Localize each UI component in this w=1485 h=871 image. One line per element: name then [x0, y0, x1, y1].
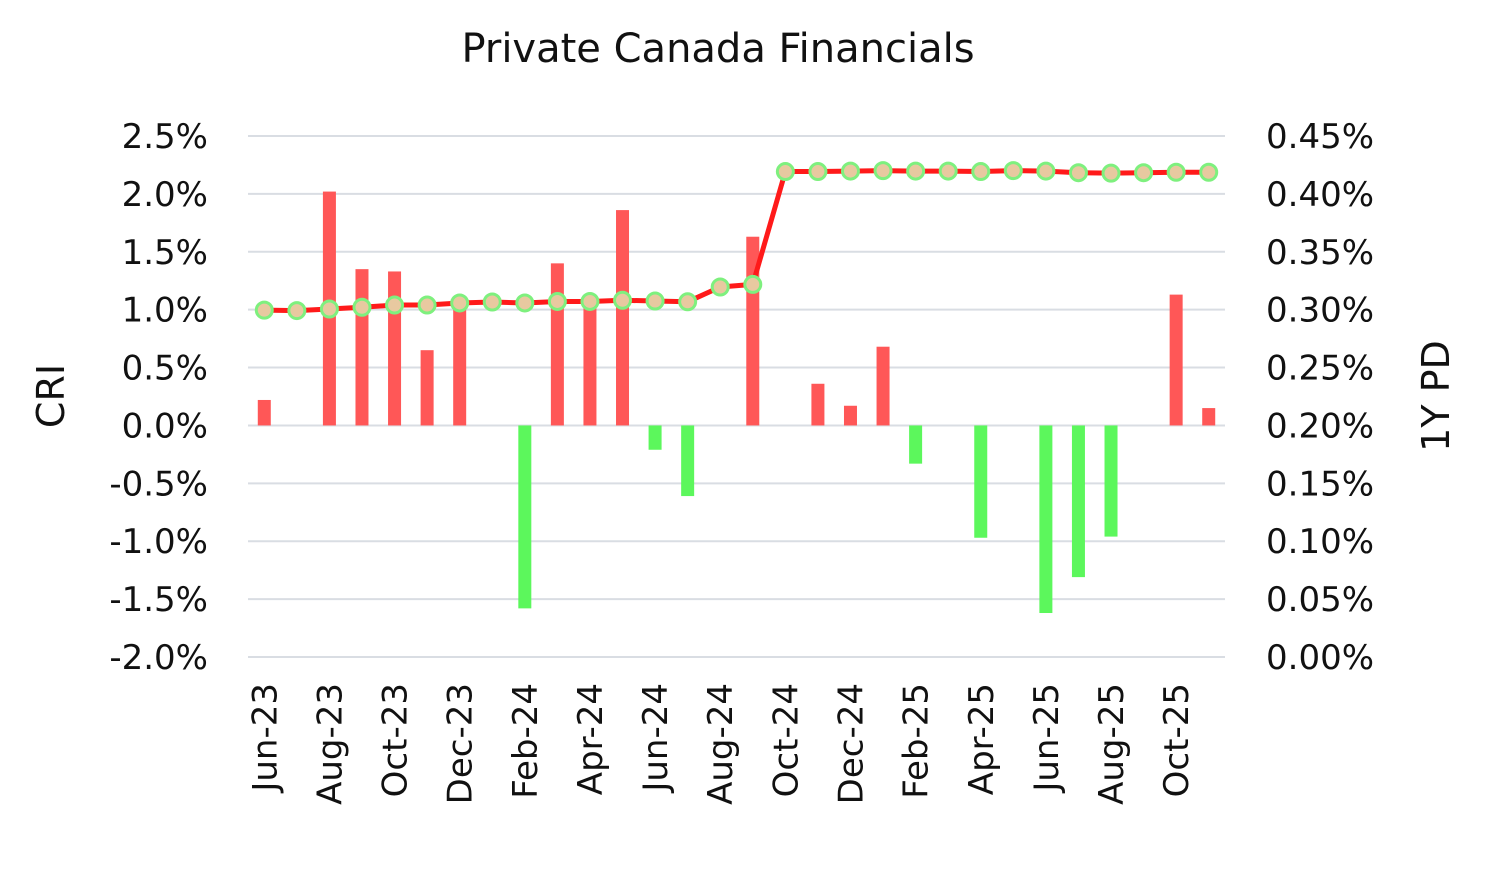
x-tick-label: Apr-25: [962, 683, 1002, 795]
y2-tick-label: 0.40%: [1266, 175, 1374, 215]
pd-point: [385, 295, 405, 315]
x-tick-label: Dec-23: [441, 683, 481, 804]
y-tick-label: 0.0%: [122, 406, 208, 446]
x-tick-label: Jun-25: [1027, 683, 1067, 794]
cri-bar: [1104, 425, 1118, 537]
pd-point: [938, 161, 958, 181]
pd-point: [1003, 161, 1023, 181]
x-tick-label: Oct-23: [376, 683, 416, 797]
cri-bar: [843, 405, 857, 426]
y-tick-label: 2.0%: [122, 175, 208, 215]
cri-bar: [453, 301, 467, 426]
y-tick-label: -1.0%: [109, 522, 208, 562]
cri-bar: [583, 301, 597, 426]
cri-bar: [811, 383, 825, 426]
x-axis-ticks: Jun-23 Aug-23 Oct-23 Dec-23 Feb-24 Apr-24 Jun-…: [245, 683, 1197, 805]
cri-bars: [257, 191, 1216, 614]
pd-point: [352, 297, 372, 317]
y2-tick-label: 0.30%: [1266, 291, 1374, 331]
pd-point: [743, 274, 763, 294]
x-tick-label: Oct-25: [1157, 683, 1197, 797]
chart-title: Private Canada Financials: [461, 26, 974, 72]
pd-point: [710, 277, 730, 297]
cri-bar: [909, 425, 923, 464]
x-tick-label: Jun-24: [636, 683, 676, 794]
pd-point: [450, 293, 470, 313]
pd-point: [1166, 162, 1186, 182]
pd-point: [808, 162, 828, 182]
y-axis-title: CRI: [29, 364, 73, 428]
cri-bar: [1071, 425, 1085, 578]
pd-point: [319, 299, 339, 319]
x-tick-label: Feb-24: [506, 683, 546, 799]
y2-tick-label: 0.25%: [1266, 349, 1374, 389]
gridlines: [248, 135, 1225, 658]
cri-bar: [876, 346, 890, 426]
pd-point: [971, 162, 991, 182]
cri-bar: [355, 269, 369, 426]
x-tick-label: Dec-24: [831, 683, 871, 804]
x-tick-label: Oct-24: [766, 683, 806, 797]
cri-bar: [1169, 294, 1183, 426]
y2-tick-label: 0.20%: [1266, 406, 1374, 446]
pd-point: [678, 292, 698, 312]
pd-point: [906, 161, 926, 181]
pd-point: [613, 290, 633, 310]
x-tick-label: Aug-24: [701, 683, 741, 805]
x-tick-label: Apr-24: [571, 683, 611, 795]
y2-tick-label: 0.00%: [1266, 638, 1374, 678]
pd-line-series: [254, 161, 1219, 321]
y-tick-label: -1.5%: [109, 580, 208, 620]
pd-point: [515, 293, 535, 313]
pd-point: [287, 301, 307, 321]
pd-point: [1068, 163, 1088, 183]
pd-point: [1101, 163, 1121, 183]
x-tick-label: Feb-25: [897, 683, 937, 799]
x-tick-label: Jun-23: [245, 683, 285, 794]
y2-tick-label: 0.10%: [1266, 522, 1374, 562]
cri-bar: [681, 425, 695, 497]
x-tick-label: Aug-25: [1092, 683, 1132, 805]
y2-tick-label: 0.15%: [1266, 464, 1374, 504]
pd-line: [264, 168, 1209, 314]
cri-bar: [1039, 425, 1053, 614]
y-tick-label: -2.0%: [109, 638, 208, 678]
cri-bar: [648, 425, 662, 450]
pd-point: [1036, 161, 1056, 181]
cri-bar: [420, 350, 434, 426]
cri-bar: [974, 425, 988, 538]
cri-bar: [1202, 408, 1216, 426]
y-tick-label: -0.5%: [109, 464, 208, 504]
pd-point: [482, 292, 502, 312]
pd-point: [1199, 162, 1219, 182]
y2-tick-label: 0.35%: [1266, 233, 1374, 273]
pd-point: [873, 161, 893, 181]
pd-point: [547, 291, 567, 311]
pd-point: [417, 295, 437, 315]
pd-point: [645, 291, 665, 311]
y-tick-label: 2.5%: [122, 117, 208, 157]
pd-point: [775, 162, 795, 182]
y2-tick-label: 0.45%: [1266, 117, 1374, 157]
y-tick-label: 1.0%: [122, 291, 208, 331]
cri-bar: [550, 263, 564, 426]
cri-bar: [616, 210, 630, 426]
y2-tick-label: 0.05%: [1266, 580, 1374, 620]
y-tick-label: 0.5%: [122, 349, 208, 389]
y2-axis-title: 1Y PD: [1414, 340, 1458, 452]
cri-bar: [518, 425, 532, 609]
y-tick-label: 1.5%: [122, 233, 208, 273]
right-axis-ticks: 0.45% 0.40% 0.35% 0.30% 0.25% 0.20% 0.15% 0.10%…: [1266, 117, 1374, 678]
pd-point: [1134, 163, 1154, 183]
x-tick-label: Aug-23: [310, 683, 350, 805]
pd-point: [840, 161, 860, 181]
cri-bar: [388, 271, 402, 426]
cri-bar: [257, 399, 271, 426]
pd-point: [254, 300, 274, 320]
left-axis-ticks: 2.5% 2.0% 1.5% 1.0% 0.5% 0.0% -0.5% -1.0% -1.5% -…: [109, 117, 208, 678]
pd-point: [580, 291, 600, 311]
